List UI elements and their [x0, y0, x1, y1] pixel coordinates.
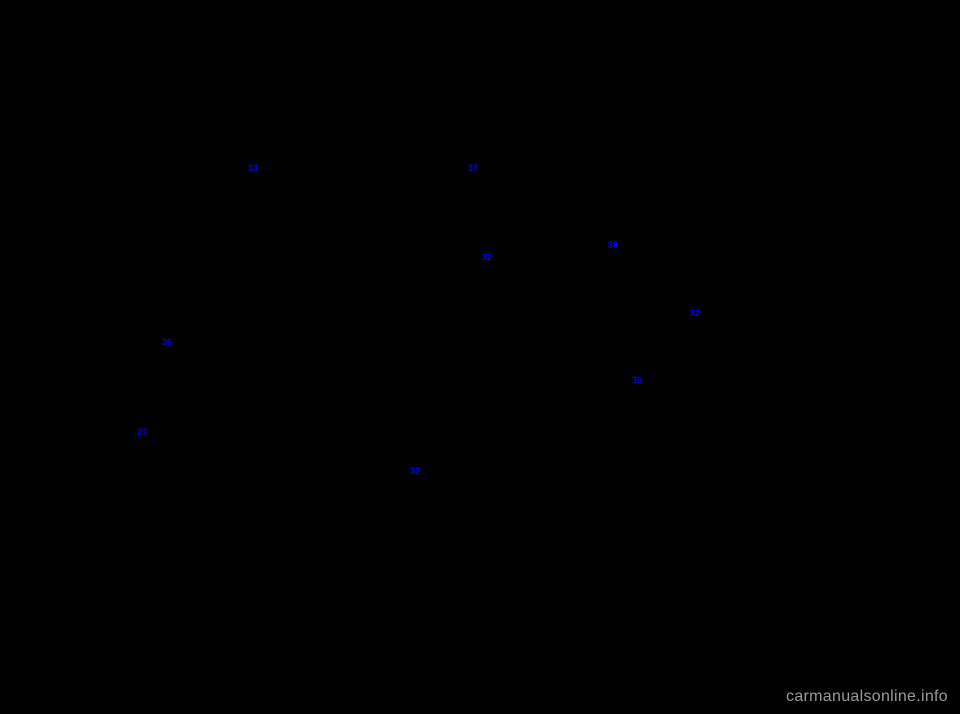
- callout-label: 32: [482, 253, 492, 262]
- callout-label: 27: [137, 428, 147, 437]
- callout-label: 38: [608, 241, 618, 250]
- callout-label: 32: [690, 309, 700, 318]
- callout-label: 33: [248, 164, 258, 173]
- callout-label: 30: [632, 376, 642, 385]
- watermark-text: carmanualsonline.info: [786, 688, 948, 706]
- manual-page: 33 37 38 32 32 36 30 27 32 carmanualsonl…: [0, 0, 960, 714]
- callout-label: 36: [162, 338, 172, 347]
- callout-label: 32: [410, 467, 420, 476]
- callout-label: 37: [468, 164, 478, 173]
